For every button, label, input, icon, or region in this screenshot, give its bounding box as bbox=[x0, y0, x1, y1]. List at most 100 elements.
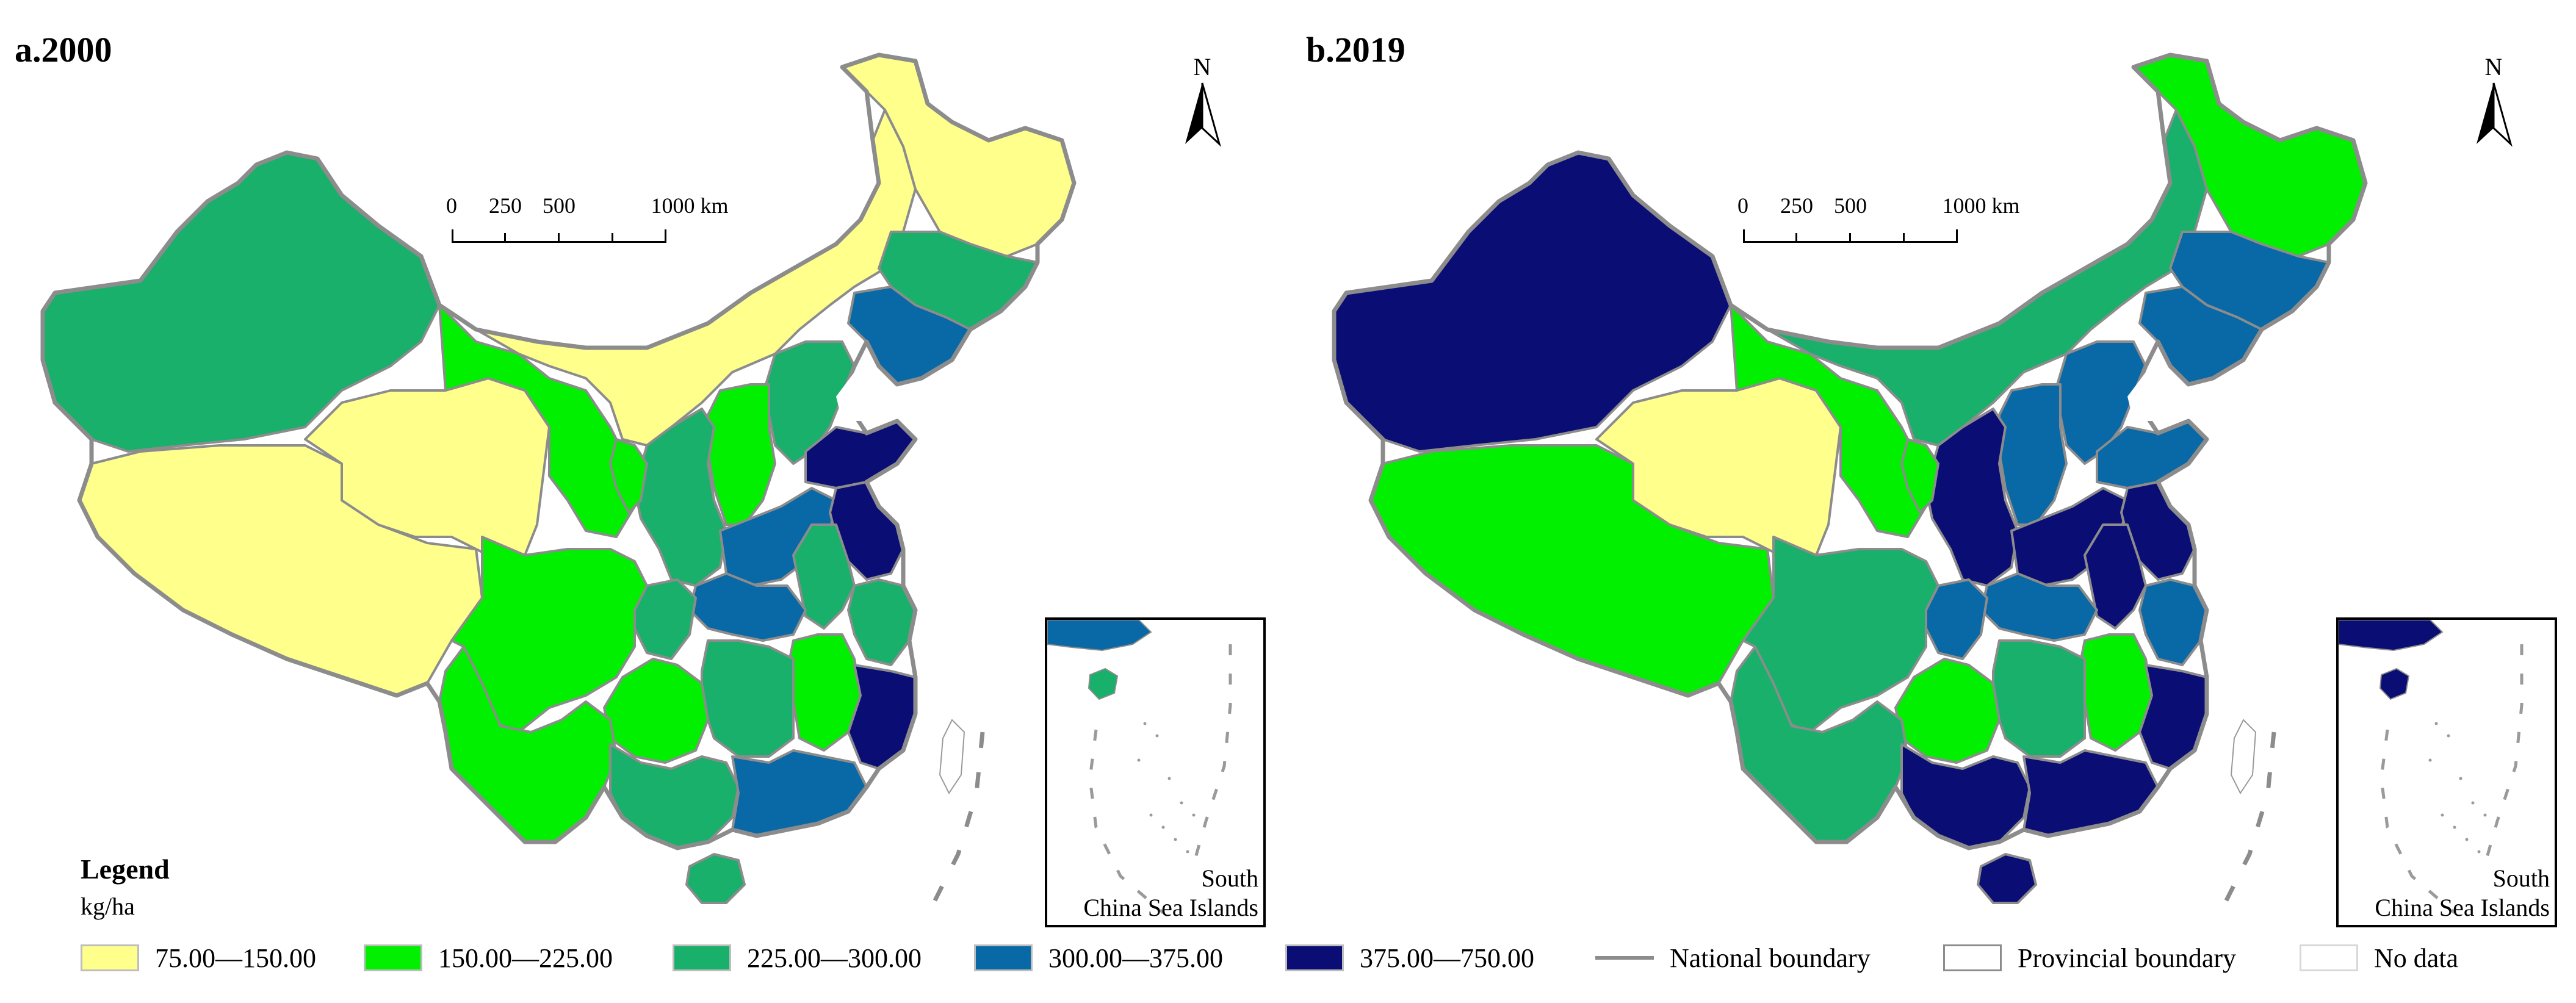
province-qinghai bbox=[1595, 377, 1842, 556]
inset-island-dot bbox=[2441, 813, 2444, 817]
inset-label: South China Sea Islands bbox=[1083, 864, 1258, 922]
north-label: N bbox=[1193, 53, 1211, 81]
maritime-boundary bbox=[2223, 732, 2276, 904]
province-ningxia bbox=[609, 438, 648, 514]
province-anhui bbox=[2084, 523, 2147, 630]
province-guangdong bbox=[2022, 749, 2159, 837]
inset-map bbox=[1047, 620, 1232, 914]
north-arrow-icon bbox=[1185, 82, 1221, 147]
province-guizhou bbox=[603, 658, 709, 764]
legend-item-class-1: 75.00—150.00 bbox=[81, 940, 316, 976]
legend-label: National boundary bbox=[1670, 943, 1871, 973]
inset-island-dot bbox=[1161, 825, 1165, 829]
inset-island-dot bbox=[1186, 850, 1189, 854]
bohai-sea bbox=[2127, 372, 2176, 421]
scale-tick bbox=[1903, 233, 1905, 243]
panel-title-2000: a.2000 bbox=[15, 30, 112, 70]
province-hubei bbox=[688, 572, 807, 642]
legend-label: No data bbox=[2374, 943, 2459, 973]
scale-tick bbox=[1795, 233, 1797, 243]
maritime-boundary bbox=[931, 732, 985, 904]
inset-island-dot bbox=[1180, 801, 1183, 805]
inset-island-dot bbox=[1192, 813, 1196, 817]
island-taiwan bbox=[2230, 719, 2257, 794]
inset-island-dot bbox=[2434, 722, 2438, 725]
inset-island-dot bbox=[2453, 825, 2456, 829]
province-sichuan bbox=[1742, 536, 1939, 733]
inset-label-line1: South bbox=[1201, 865, 1258, 892]
scale-label-1000: 1000 km bbox=[651, 193, 729, 218]
inset-island-dot bbox=[2465, 838, 2469, 841]
scale-label-250: 250 bbox=[1780, 193, 1813, 218]
inset-dashed-line bbox=[2379, 729, 2456, 914]
map-2019 bbox=[1332, 52, 2368, 904]
north-arrow-2000: N bbox=[1178, 52, 1227, 150]
inset-label-line1: South bbox=[2492, 865, 2550, 892]
scale-label-1000: 1000 km bbox=[1942, 193, 2020, 218]
province-fujian bbox=[2138, 664, 2208, 770]
province-sichuan bbox=[450, 536, 648, 733]
legend-item-class-2: 150.00—225.00 bbox=[364, 940, 613, 976]
inset-island-dot bbox=[2447, 734, 2450, 738]
scale-label-0: 0 bbox=[1737, 193, 1748, 218]
scale-tick bbox=[558, 233, 560, 243]
province-zhejiang bbox=[2138, 578, 2208, 666]
national-boundary bbox=[40, 52, 1077, 850]
inset-mainland bbox=[1047, 620, 1152, 652]
legend-item-no-data: No data bbox=[2300, 940, 2458, 976]
scale-bar-2019: 0 250 500 1000 km bbox=[1737, 193, 2020, 254]
province-guangdong bbox=[731, 749, 868, 837]
inset-island-dot bbox=[1137, 758, 1141, 762]
south-china-sea-inset-2019: South China Sea Islands bbox=[2336, 617, 2557, 927]
no-data-swatch bbox=[2300, 944, 2358, 971]
national-boundary-swatch bbox=[1595, 956, 1654, 960]
inset-label: South China Sea Islands bbox=[2375, 864, 2550, 922]
province-shanxi bbox=[707, 383, 776, 526]
province-guizhou bbox=[1894, 658, 2001, 764]
inset-island-dot bbox=[1155, 734, 1159, 738]
north-arrow-icon bbox=[2477, 82, 2513, 147]
inset-hainan bbox=[2379, 667, 2410, 700]
legend-swatch bbox=[673, 944, 731, 971]
inset-label-line2: China Sea Islands bbox=[1083, 894, 1258, 921]
legend-title: Legend bbox=[81, 854, 170, 885]
legend-label: 375.00—750.00 bbox=[1360, 943, 1534, 973]
legend-label: 75.00—150.00 bbox=[155, 943, 316, 973]
inset-hainan bbox=[1088, 667, 1119, 700]
inset-mainland bbox=[2339, 620, 2444, 652]
legend-item-class-3: 225.00—300.00 bbox=[673, 940, 922, 976]
national-boundary bbox=[1332, 52, 2368, 850]
province-hunan bbox=[1992, 639, 2086, 758]
inset-dashed-line bbox=[1088, 729, 1164, 914]
provincial-boundary-swatch bbox=[1943, 944, 2002, 971]
province-gansu bbox=[1730, 304, 1927, 538]
legend-label: Provincial boundary bbox=[2018, 943, 2237, 973]
legend-label: 225.00—300.00 bbox=[747, 943, 922, 973]
inset-island-dot bbox=[1174, 838, 1177, 841]
north-arrow-2019: N bbox=[2469, 52, 2518, 150]
legend-item-national-boundary: National boundary bbox=[1595, 940, 1871, 976]
scale-tick bbox=[504, 233, 506, 243]
province-fujian bbox=[847, 664, 917, 770]
legend-swatch bbox=[364, 944, 422, 971]
inset-island-dot bbox=[2483, 813, 2487, 817]
inset-island-dot bbox=[1149, 813, 1153, 817]
inset-dashed-line bbox=[2483, 644, 2524, 865]
province-hainan bbox=[685, 853, 746, 904]
inset-island-dot bbox=[1143, 722, 1147, 725]
inset-map bbox=[2339, 620, 2524, 914]
inset-island-dot bbox=[2471, 801, 2475, 805]
legend-item-class-4: 300.00—375.00 bbox=[974, 940, 1223, 976]
inset-dashed-line bbox=[1192, 644, 1232, 865]
province-ningxia bbox=[1900, 438, 1939, 514]
south-china-sea-inset-2000: South China Sea Islands bbox=[1045, 617, 1266, 927]
province-hunan bbox=[701, 639, 795, 758]
scale-tick bbox=[612, 233, 613, 243]
scale-tick bbox=[1849, 233, 1851, 243]
legend-swatch bbox=[1285, 944, 1344, 971]
inset-island-dot bbox=[2459, 777, 2462, 780]
north-label: N bbox=[2484, 53, 2503, 81]
province-zhejiang bbox=[847, 578, 917, 666]
island-taiwan bbox=[939, 719, 965, 794]
province-shanxi bbox=[1998, 383, 2068, 526]
